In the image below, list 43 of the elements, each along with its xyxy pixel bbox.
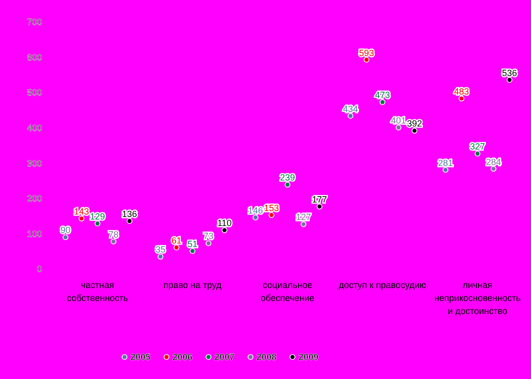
data-label: 143 [74, 206, 90, 217]
data-label: 536 [502, 68, 518, 78]
data-label: 473 [374, 90, 390, 100]
data-label: 239 [280, 172, 296, 183]
data-label: 284 [486, 156, 502, 167]
x-tick-label: личная неприкосновенность и достоинство [434, 280, 521, 316]
data-label: 61 [171, 235, 182, 246]
data-label: 129 [90, 211, 106, 222]
data-label: 483 [454, 86, 470, 97]
y-tick-label: 700 [26, 17, 42, 28]
y-tick-label: 600 [26, 52, 42, 62]
data-label: 401 [390, 116, 406, 126]
y-tick-label: 400 [26, 123, 42, 134]
data-label: 73 [203, 231, 214, 242]
data-label: 78 [108, 229, 119, 240]
legend-label: 2007 [214, 352, 235, 362]
legend-label: 2009 [298, 352, 319, 362]
data-label: 110 [217, 218, 232, 228]
x-tick-label: доступ к правосудию [338, 280, 427, 290]
data-label: 434 [342, 104, 358, 114]
data-label: 136 [122, 209, 138, 220]
data-label: 392 [406, 118, 422, 129]
y-tick-label: 200 [26, 194, 42, 204]
data-label: 177 [312, 194, 328, 205]
y-tick-label: 0 [36, 264, 42, 274]
data-label: 153 [264, 203, 280, 214]
data-label: 35 [155, 244, 166, 255]
data-label: 51 [187, 239, 198, 250]
x-tick-label: право на труд [163, 280, 222, 290]
legend-label: 2006 [172, 352, 193, 362]
data-label: 593 [358, 48, 374, 58]
data-label: 127 [296, 212, 312, 222]
legend-label: 2008 [256, 352, 277, 362]
data-label: 146 [248, 205, 264, 216]
x-tick-label: частная собственность [66, 280, 128, 303]
legend-label: 2005 [130, 352, 151, 362]
data-label: 327 [470, 142, 486, 152]
y-tick-label: 100 [26, 228, 42, 239]
y-tick-label: 300 [26, 158, 42, 168]
data-label: 90 [60, 225, 71, 236]
x-tick-label: социальное обеспечение [260, 280, 314, 303]
data-label: 281 [438, 158, 454, 168]
y-tick-label: 500 [26, 88, 42, 98]
